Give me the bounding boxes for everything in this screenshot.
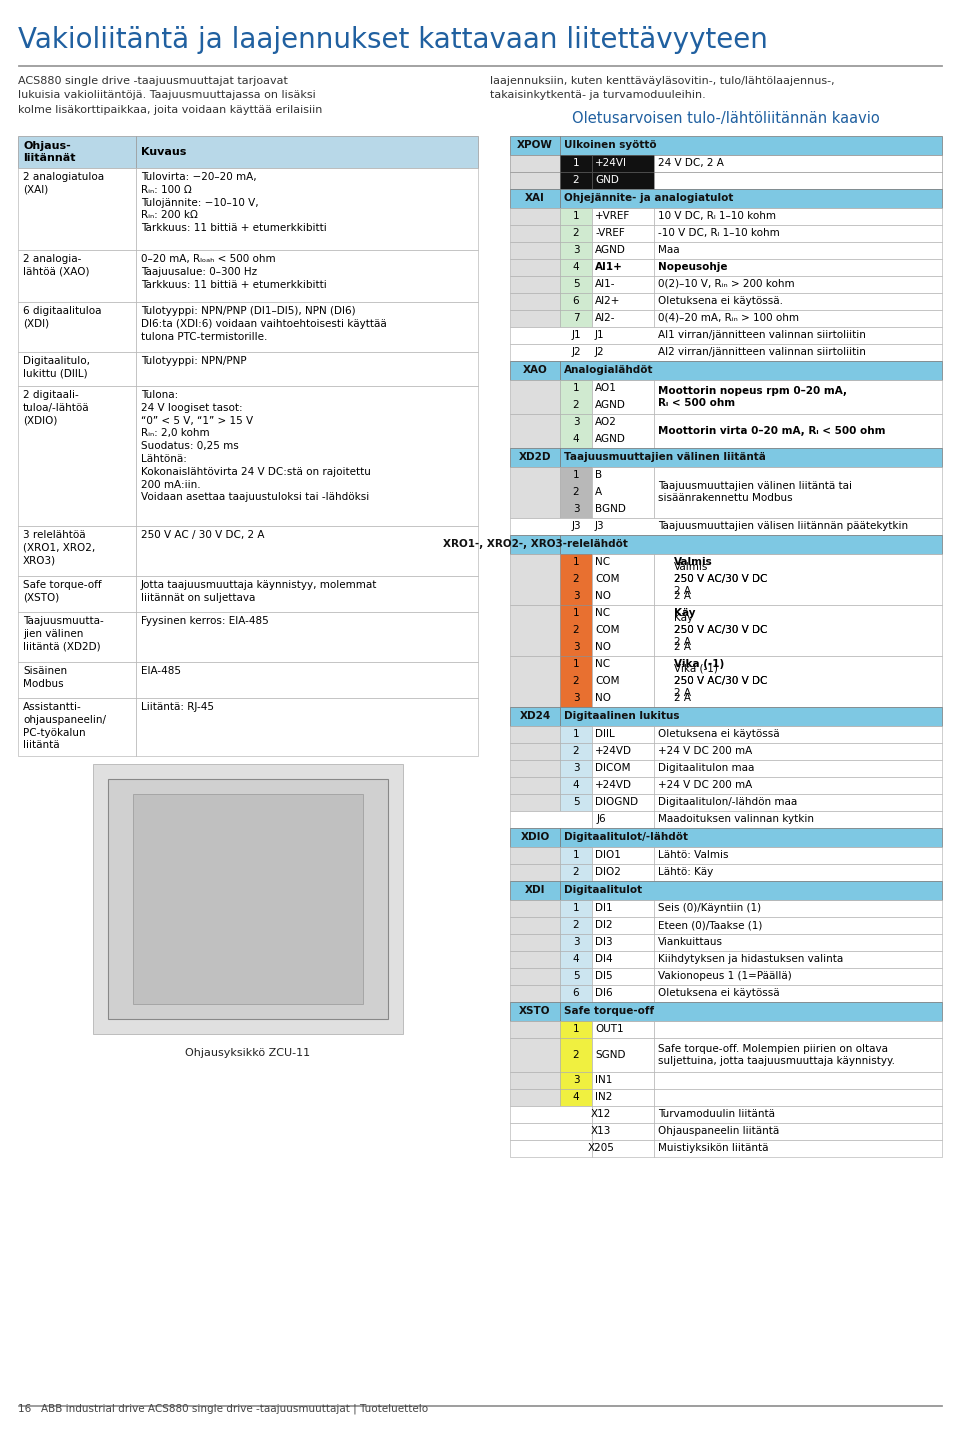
Text: 3: 3 (573, 504, 579, 514)
Bar (93, 764, 403, 1034)
Text: 16   ABB industrial drive ACS880 single drive -taajuusmuuttajat | Tuoteluettelo: 16 ABB industrial drive ACS880 single dr… (18, 1403, 428, 1414)
Text: 3: 3 (573, 592, 579, 602)
Text: NO: NO (595, 642, 611, 652)
Text: 250 V AC/30 V DC: 250 V AC/30 V DC (674, 625, 767, 635)
Text: Vakioliitäntä ja laajennukset kattavaan liitettävyyteen: Vakioliitäntä ja laajennukset kattavaan … (18, 26, 768, 55)
Bar (592, 847, 654, 864)
Bar (510, 1106, 592, 1123)
Text: 250 V AC / 30 V DC, 2 A: 250 V AC / 30 V DC, 2 A (141, 530, 265, 540)
Bar (560, 727, 592, 742)
Text: GND: GND (595, 175, 619, 185)
Text: Digitaalitulot: Digitaalitulot (564, 885, 642, 895)
Text: 2: 2 (573, 920, 579, 931)
Text: X13: X13 (590, 1126, 612, 1136)
Text: AGND: AGND (595, 434, 626, 444)
Bar (136, 576, 478, 612)
Bar (654, 1106, 942, 1123)
Text: COM: COM (595, 625, 619, 635)
Text: XAI: XAI (525, 192, 545, 202)
Bar (592, 985, 654, 1002)
Bar (560, 794, 592, 811)
Bar (654, 172, 942, 190)
Text: DICOM: DICOM (595, 763, 631, 773)
Text: DIIL: DIIL (595, 729, 614, 740)
Text: Liitäntä: RJ-45: Liitäntä: RJ-45 (141, 702, 214, 712)
Text: 250 V AC/30 V DC: 250 V AC/30 V DC (674, 676, 767, 686)
Bar (654, 777, 942, 794)
Bar (560, 777, 592, 794)
Bar (592, 208, 654, 225)
Text: X205: X205 (588, 1143, 614, 1153)
Text: +24VD: +24VD (595, 780, 632, 790)
Bar (592, 293, 654, 310)
Bar (510, 293, 560, 310)
Bar (510, 864, 560, 882)
Text: ACS880 single drive -taajuusmuuttajat tarjoavat
lukuisia vakioliitäntöjä. Taajuu: ACS880 single drive -taajuusmuuttajat ta… (18, 76, 323, 115)
Text: XRO1-, XRO2-, XRO3-relelähdöt: XRO1-, XRO2-, XRO3-relelähdöt (443, 538, 628, 549)
Bar (560, 467, 592, 518)
Text: Fyysinen kerros: EIA-485: Fyysinen kerros: EIA-485 (141, 616, 269, 626)
Text: Kuvaus: Kuvaus (141, 146, 186, 157)
Bar (18, 302, 136, 352)
Bar (654, 864, 942, 882)
Text: 1: 1 (573, 158, 579, 168)
Bar (560, 968, 592, 985)
Bar (592, 933, 654, 951)
Bar (654, 155, 942, 172)
Text: AGND: AGND (595, 401, 626, 411)
Text: Tulotyyppi: NPN/PNP (DI1–DI5), NPN (DI6)
DI6:ta (XDI:6) voidaan vaihtoehtoisesti: Tulotyyppi: NPN/PNP (DI1–DI5), NPN (DI6)… (141, 306, 387, 342)
Text: 2 analogia-
lähtöä (XAO): 2 analogia- lähtöä (XAO) (23, 254, 89, 277)
Text: XDIO: XDIO (520, 831, 550, 841)
Bar (560, 536, 942, 554)
Bar (133, 794, 363, 1004)
Bar (592, 310, 654, 327)
Text: Oletusarvoisen tulo-/lähtöliitännän kaavio: Oletusarvoisen tulo-/lähtöliitännän kaav… (572, 111, 880, 125)
Bar (560, 136, 942, 155)
Text: Valmis: Valmis (674, 557, 712, 567)
Bar (510, 968, 560, 985)
Text: J3: J3 (571, 521, 581, 531)
Bar (592, 742, 654, 760)
Bar (592, 777, 654, 794)
Text: 1: 1 (573, 659, 579, 669)
Text: B: B (595, 470, 602, 480)
Text: Ohjauspaneelin liitäntä: Ohjauspaneelin liitäntä (658, 1126, 780, 1136)
Bar (510, 172, 560, 190)
Text: XD24: XD24 (519, 711, 551, 721)
Bar (560, 900, 592, 918)
Text: 2: 2 (573, 574, 579, 584)
Bar (654, 381, 942, 414)
Bar (510, 345, 942, 360)
Bar (654, 605, 942, 656)
Bar (560, 258, 592, 276)
Bar (592, 794, 654, 811)
Bar (18, 526, 136, 576)
Text: 2 digitaali-
tuloa/-lähtöä
(XDIO): 2 digitaali- tuloa/-lähtöä (XDIO) (23, 391, 89, 425)
Bar (560, 155, 592, 172)
Bar (560, 742, 592, 760)
Text: Tulona:
24 V loogiset tasot:
“0” < 5 V, “1” > 15 V
Rᵢₙ: 2,0 kohm
Suodatus: 0,25 : Tulona: 24 V loogiset tasot: “0” < 5 V, … (141, 391, 371, 503)
Text: AI2 virran/jännitteen valinnan siirtoliitin: AI2 virran/jännitteen valinnan siirtolii… (658, 348, 866, 358)
Bar (510, 1088, 560, 1106)
Bar (560, 829, 942, 847)
Text: DI5: DI5 (595, 971, 612, 981)
Text: Moottorin virta 0–20 mA, Rₗ < 500 ohm: Moottorin virta 0–20 mA, Rₗ < 500 ohm (658, 426, 885, 437)
Bar (136, 352, 478, 386)
Text: X12: X12 (590, 1109, 612, 1119)
Bar (654, 933, 942, 951)
Bar (510, 327, 942, 345)
Bar (592, 951, 654, 968)
Bar (560, 1088, 592, 1106)
Text: 5: 5 (573, 279, 579, 289)
Bar (654, 951, 942, 968)
Text: 2 A: 2 A (674, 642, 691, 652)
Bar (510, 811, 592, 829)
Text: 3: 3 (573, 1076, 579, 1086)
Text: Taajuusmuuttajien välinen liitäntä tai
sisäänrakennettu Modbus: Taajuusmuuttajien välinen liitäntä tai s… (658, 481, 852, 504)
Bar (592, 225, 654, 243)
Bar (654, 1073, 942, 1088)
Bar (510, 536, 560, 554)
Bar (18, 250, 136, 302)
Text: 1: 1 (573, 850, 579, 860)
Bar (592, 243, 654, 258)
